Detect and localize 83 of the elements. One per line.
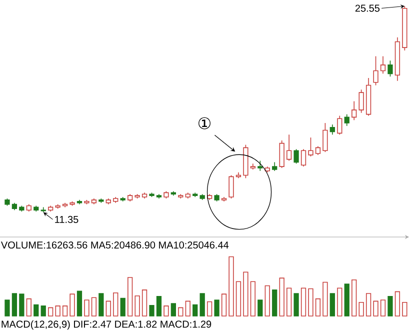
bar	[48, 307, 54, 316]
text: MACD(12,26,9)	[2, 320, 70, 330]
candlestick	[388, 60, 393, 77]
bar	[26, 298, 32, 316]
candlestick	[286, 134, 292, 162]
bar	[206, 301, 212, 316]
bar	[279, 278, 284, 316]
bar	[337, 288, 342, 316]
candlestick	[380, 56, 386, 74]
candlestick	[258, 160, 263, 172]
bar	[373, 300, 378, 316]
bar	[170, 303, 176, 316]
bar	[308, 288, 314, 316]
bar	[394, 291, 400, 316]
bar	[134, 295, 140, 316]
bar	[12, 293, 18, 316]
bar	[84, 300, 90, 316]
bar	[366, 293, 372, 316]
candlestick	[330, 124, 335, 136]
bar	[178, 307, 184, 316]
candlestick	[40, 206, 46, 213]
bar	[62, 306, 68, 316]
text: VOLUME:16263.56	[0, 241, 88, 249]
bar	[91, 297, 97, 316]
bar	[76, 290, 82, 316]
candlestick	[352, 100, 357, 121]
bar	[221, 294, 227, 316]
bar	[236, 281, 242, 316]
candlestick	[308, 137, 314, 157]
bar	[214, 300, 220, 316]
bar	[106, 300, 111, 316]
bar	[315, 298, 321, 316]
bar	[34, 304, 39, 316]
text: MACD:1.29	[160, 320, 212, 328]
text: 11.35	[55, 216, 78, 224]
bar	[40, 306, 46, 316]
bar	[228, 256, 234, 316]
bar	[358, 302, 364, 316]
bar	[330, 293, 335, 316]
bar	[286, 288, 292, 316]
bar	[294, 293, 299, 316]
candlestick	[279, 140, 284, 168]
bar	[388, 296, 393, 316]
bar	[192, 304, 198, 316]
text: DIF:2.47	[74, 320, 112, 328]
bar	[98, 293, 104, 316]
bar	[164, 306, 169, 316]
bar	[55, 306, 60, 316]
bar	[264, 285, 270, 316]
candlestick	[373, 56, 378, 86]
candlestick	[228, 174, 234, 199]
bar	[322, 282, 328, 316]
bar	[300, 288, 306, 316]
bar	[142, 290, 148, 316]
bar	[185, 300, 190, 316]
bar	[272, 290, 278, 316]
candlestick	[300, 148, 306, 167]
bar	[200, 293, 205, 316]
candlestick	[322, 122, 328, 152]
candlestick	[294, 148, 299, 164]
bar	[352, 279, 357, 316]
annotation: 25.55	[355, 4, 380, 12]
text: MA10:25046.44	[159, 241, 229, 249]
bar	[402, 302, 408, 316]
bar	[128, 277, 133, 316]
bar	[113, 292, 118, 316]
candlestick	[337, 115, 342, 136]
text: DEA:1.82	[115, 320, 157, 328]
bar	[344, 284, 350, 316]
bar	[156, 296, 162, 316]
text: MA5:20486.90	[91, 241, 156, 249]
bar	[149, 304, 154, 316]
bar	[250, 281, 256, 316]
bar	[70, 294, 75, 316]
bar	[258, 300, 263, 316]
annotation: ①	[198, 117, 210, 130]
candlestick	[358, 89, 364, 114]
bar	[243, 272, 248, 316]
bar	[380, 300, 386, 316]
candlestick	[344, 114, 350, 126]
bar	[120, 298, 126, 316]
bar	[4, 300, 10, 316]
bar	[19, 294, 24, 316]
